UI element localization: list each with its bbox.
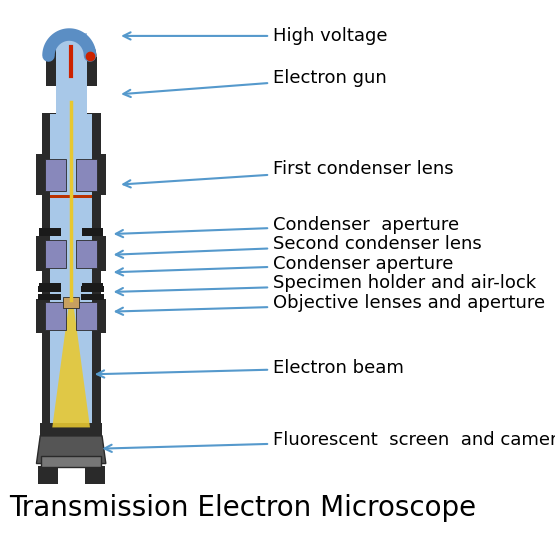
Bar <box>41 456 102 467</box>
Text: Transmission Electron Microscope: Transmission Electron Microscope <box>9 494 476 522</box>
Bar <box>45 159 66 191</box>
Bar <box>37 299 106 333</box>
Bar <box>85 466 105 484</box>
Bar <box>46 57 97 85</box>
Bar <box>51 236 92 271</box>
Text: High voltage: High voltage <box>123 27 387 45</box>
Bar <box>81 294 104 301</box>
Text: Specimen holder and air-lock: Specimen holder and air-lock <box>116 274 536 295</box>
Bar <box>37 236 106 271</box>
Ellipse shape <box>46 33 97 81</box>
Text: Electron gun: Electron gun <box>123 69 387 97</box>
Bar <box>63 297 79 309</box>
Bar <box>42 113 100 429</box>
Bar <box>51 195 92 198</box>
Text: Condenser aperture: Condenser aperture <box>116 255 453 276</box>
Bar <box>81 286 104 293</box>
Bar <box>38 286 62 293</box>
Bar <box>51 154 92 195</box>
Bar <box>76 240 97 268</box>
Bar <box>37 154 106 195</box>
Bar <box>38 294 62 301</box>
Bar <box>82 227 103 236</box>
Bar <box>82 283 103 290</box>
Bar <box>39 283 60 290</box>
Bar <box>45 240 66 268</box>
Polygon shape <box>37 436 106 464</box>
Text: First condenser lens: First condenser lens <box>123 160 453 187</box>
Bar <box>56 33 87 118</box>
Text: Electron beam: Electron beam <box>97 359 403 378</box>
Bar <box>51 333 92 427</box>
Bar <box>51 299 92 333</box>
Bar <box>45 302 66 330</box>
Bar <box>39 227 60 236</box>
Bar <box>40 422 102 436</box>
Text: Objective lenses and aperture: Objective lenses and aperture <box>116 294 545 315</box>
Text: Second condenser lens: Second condenser lens <box>116 235 482 258</box>
Text: Fluorescent  screen  and camera: Fluorescent screen and camera <box>104 430 555 452</box>
Bar <box>38 466 58 484</box>
Polygon shape <box>52 299 90 427</box>
Bar <box>76 159 97 191</box>
Bar <box>51 114 92 428</box>
Text: Condenser  aperture: Condenser aperture <box>116 216 459 237</box>
Bar <box>76 302 97 330</box>
Bar <box>46 333 97 429</box>
